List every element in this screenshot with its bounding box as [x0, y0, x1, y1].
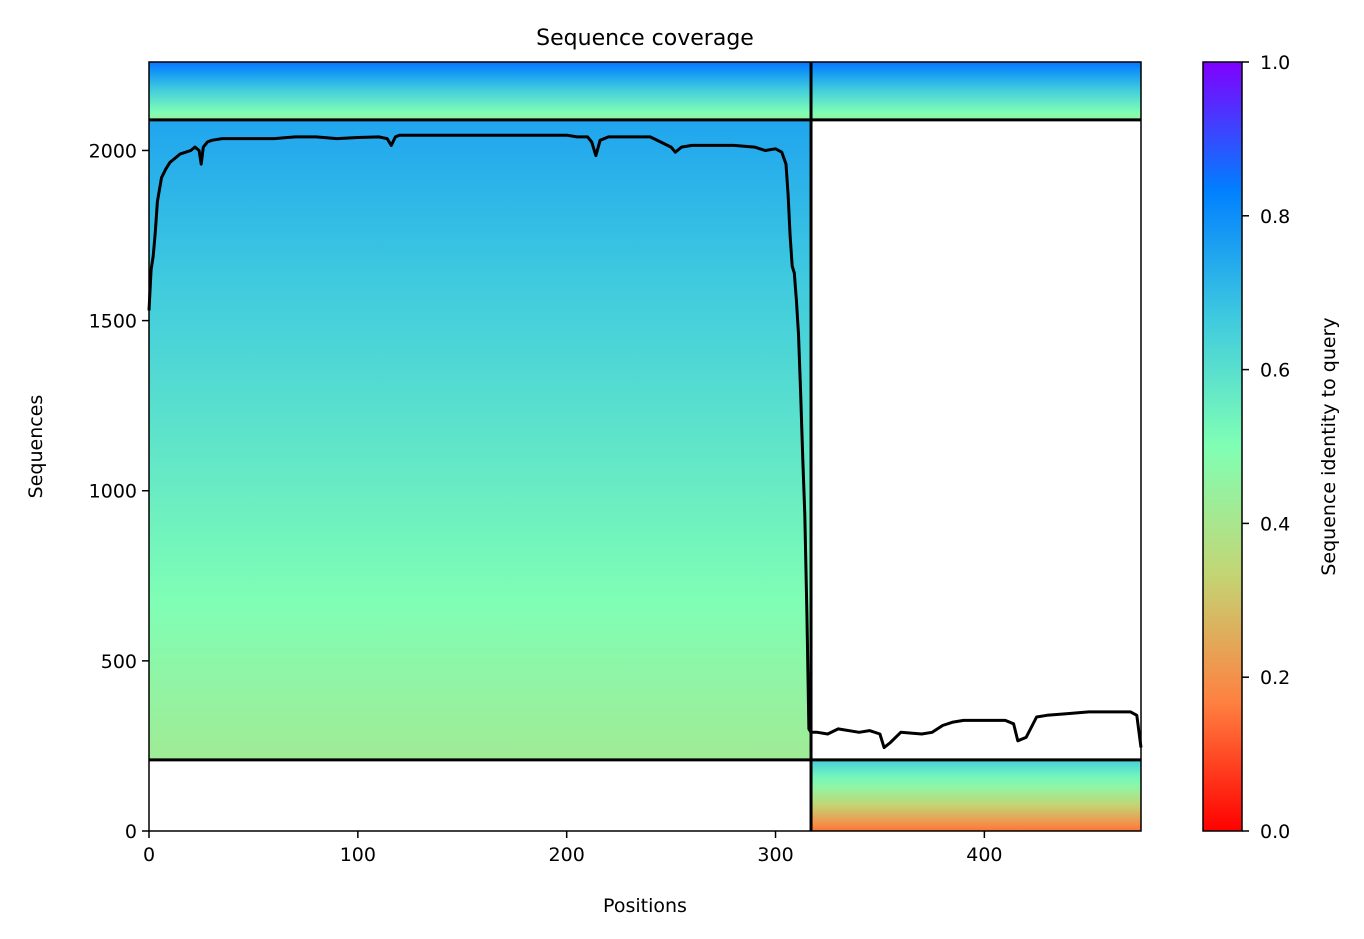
- y-axis: 0 500 1000 1500 2000: [89, 140, 149, 843]
- heatmap-block: [811, 759, 1141, 831]
- colorbar: 0.0 0.2 0.4 0.6 0.8 1.0: [1202, 52, 1290, 843]
- colorbar-tick-label: 0.4: [1260, 513, 1290, 535]
- heatmap-block: [811, 62, 1141, 120]
- y-tick-label: 1000: [89, 481, 137, 503]
- x-tick-label: 100: [340, 844, 376, 866]
- y-tick-label: 500: [101, 651, 137, 673]
- x-tick-label: 300: [757, 844, 793, 866]
- x-tick-label: 0: [143, 844, 155, 866]
- coverage-line: [147, 133, 1143, 750]
- x-axis: 0 100 200 300 400: [143, 831, 1003, 866]
- plot-area: [147, 61, 1143, 832]
- colorbar-tick-label: 0.2: [1260, 667, 1290, 689]
- colorbar-gradient-bar: [1202, 61, 1243, 832]
- plot-frame: [148, 61, 1142, 832]
- colorbar-tick-label: 0.6: [1260, 360, 1290, 382]
- y-axis-label: Sequences: [25, 395, 47, 499]
- x-axis-label: Positions: [603, 895, 687, 917]
- heatmap-block: [149, 119, 812, 760]
- colorbar-tick-label: 0.8: [1260, 206, 1290, 228]
- heatmap-block: [149, 62, 812, 120]
- y-tick-label: 1500: [89, 311, 137, 333]
- colorbar-label: Sequence identity to query: [1318, 317, 1340, 575]
- colorbar-tick-label: 0.0: [1260, 821, 1290, 843]
- colorbar-tick-label: 1.0: [1260, 52, 1290, 74]
- x-tick-label: 400: [966, 844, 1002, 866]
- x-tick-label: 200: [549, 844, 585, 866]
- chart-title: Sequence coverage: [536, 26, 754, 51]
- y-tick-label: 0: [125, 821, 137, 843]
- y-tick-label: 2000: [89, 140, 137, 162]
